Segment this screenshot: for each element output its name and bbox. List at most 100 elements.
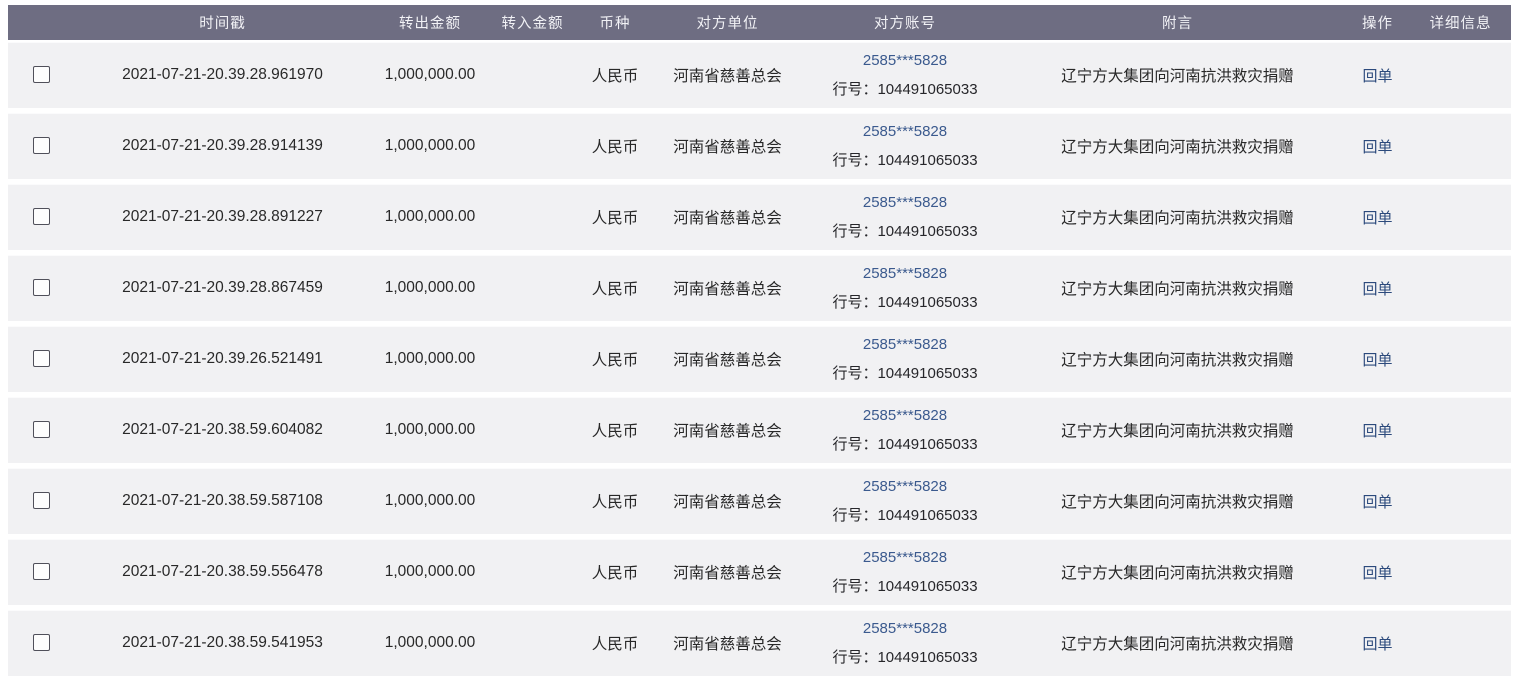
account-cell: 2585***5828 行号：104491065033 <box>800 620 1010 667</box>
table-body: 2021-07-21-20.39.28.961970 1,000,000.00 … <box>8 42 1511 676</box>
bank-number-line: 行号：104491065033 <box>832 506 978 524</box>
timestamp-cell: 2021-07-21-20.38.59.587108 <box>122 492 323 509</box>
action-cell: 回单 <box>1345 562 1410 583</box>
counterparty-cell: 河南省慈善总会 <box>673 210 782 227</box>
bank-number-line: 行号：104491065033 <box>832 364 978 382</box>
header-action: 操作 <box>1362 16 1393 32</box>
row-checkbox[interactable] <box>33 137 50 155</box>
account-masked-number: 2585***5828 <box>862 406 948 424</box>
receipt-link[interactable]: 回单 <box>1362 422 1393 440</box>
table-row: 2021-07-21-20.38.59.604082 1,000,000.00 … <box>8 397 1511 463</box>
memo-cell: 辽宁方大集团向河南抗洪救灾捐赠 <box>1061 352 1294 369</box>
header-account: 对方账号 <box>874 16 936 32</box>
checkbox-cell <box>8 563 75 581</box>
memo-cell: 辽宁方大集团向河南抗洪救灾捐赠 <box>1061 565 1294 582</box>
checkbox-cell <box>8 208 75 226</box>
memo-cell: 辽宁方大集团向河南抗洪救灾捐赠 <box>1061 68 1294 85</box>
row-checkbox[interactable] <box>33 208 50 226</box>
row-checkbox[interactable] <box>33 492 50 510</box>
amount-out-cell: 1,000,000.00 <box>384 66 476 83</box>
amount-out-cell: 1,000,000.00 <box>384 563 476 580</box>
timestamp-cell: 2021-07-21-20.39.28.961970 <box>122 66 323 83</box>
account-masked-number: 2585***5828 <box>862 477 948 495</box>
memo-cell: 辽宁方大集团向河南抗洪救灾捐赠 <box>1061 210 1294 227</box>
amount-out-cell: 1,000,000.00 <box>384 208 476 225</box>
amount-out-cell: 1,000,000.00 <box>384 137 476 154</box>
bank-number-line: 行号：104491065033 <box>832 435 978 453</box>
transactions-table: 时间戳 转出金额 转入金额 币种 对方单位 对方账号 附言 操作 详细信息 20… <box>8 5 1511 681</box>
account-cell: 2585***5828 行号：104491065033 <box>800 123 1010 170</box>
currency-cell: 人民币 <box>591 423 639 440</box>
checkbox-cell <box>8 279 75 297</box>
amount-out-cell: 1,000,000.00 <box>384 350 476 367</box>
action-cell: 回单 <box>1345 349 1410 370</box>
bank-number-line: 行号：104491065033 <box>832 293 978 311</box>
account-cell: 2585***5828 行号：104491065033 <box>800 194 1010 241</box>
currency-cell: 人民币 <box>591 210 639 227</box>
receipt-link[interactable]: 回单 <box>1362 493 1393 511</box>
receipt-link[interactable]: 回单 <box>1362 138 1393 156</box>
amount-out-cell: 1,000,000.00 <box>384 634 476 651</box>
timestamp-cell: 2021-07-21-20.38.59.541953 <box>122 634 323 651</box>
action-cell: 回单 <box>1345 420 1410 441</box>
row-checkbox[interactable] <box>33 421 50 439</box>
action-cell: 回单 <box>1345 633 1410 654</box>
currency-cell: 人民币 <box>591 565 639 582</box>
account-masked-number: 2585***5828 <box>862 264 948 282</box>
row-checkbox[interactable] <box>33 563 50 581</box>
receipt-link[interactable]: 回单 <box>1362 280 1393 298</box>
checkbox-cell <box>8 634 75 652</box>
currency-cell: 人民币 <box>591 139 639 156</box>
table-row: 2021-07-21-20.39.28.891227 1,000,000.00 … <box>8 184 1511 250</box>
currency-cell: 人民币 <box>591 68 639 85</box>
header-amount-out: 转出金额 <box>399 16 461 32</box>
action-cell: 回单 <box>1345 136 1410 157</box>
header-memo: 附言 <box>1162 16 1193 32</box>
counterparty-cell: 河南省慈善总会 <box>673 352 782 369</box>
timestamp-cell: 2021-07-21-20.39.28.914139 <box>122 137 323 154</box>
header-amount-in: 转入金额 <box>501 16 564 32</box>
row-checkbox[interactable] <box>33 279 50 297</box>
table-row: 2021-07-21-20.38.59.556478 1,000,000.00 … <box>8 539 1511 605</box>
account-masked-number: 2585***5828 <box>862 619 948 637</box>
receipt-link[interactable]: 回单 <box>1362 209 1393 227</box>
timestamp-cell: 2021-07-21-20.38.59.556478 <box>122 563 323 580</box>
currency-cell: 人民币 <box>591 494 639 511</box>
table-row: 2021-07-21-20.39.28.914139 1,000,000.00 … <box>8 113 1511 179</box>
receipt-link[interactable]: 回单 <box>1362 67 1393 85</box>
receipt-link[interactable]: 回单 <box>1362 564 1393 582</box>
action-cell: 回单 <box>1345 491 1410 512</box>
amount-out-cell: 1,000,000.00 <box>384 421 476 438</box>
row-checkbox[interactable] <box>33 66 50 84</box>
row-checkbox[interactable] <box>33 634 50 652</box>
account-cell: 2585***5828 行号：104491065033 <box>800 549 1010 596</box>
account-cell: 2585***5828 行号：104491065033 <box>800 265 1010 312</box>
row-checkbox[interactable] <box>33 350 50 368</box>
table-row: 2021-07-21-20.39.26.521491 1,000,000.00 … <box>8 326 1511 392</box>
receipt-link[interactable]: 回单 <box>1362 351 1393 369</box>
header-currency: 币种 <box>599 16 631 32</box>
table-row: 2021-07-21-20.39.28.961970 1,000,000.00 … <box>8 42 1511 108</box>
memo-cell: 辽宁方大集团向河南抗洪救灾捐赠 <box>1061 423 1294 440</box>
bank-number-line: 行号：104491065033 <box>832 648 978 666</box>
currency-cell: 人民币 <box>591 281 639 298</box>
timestamp-cell: 2021-07-21-20.39.26.521491 <box>122 350 323 367</box>
header-timestamp: 时间戳 <box>199 16 246 32</box>
receipt-link[interactable]: 回单 <box>1362 635 1393 653</box>
checkbox-cell <box>8 350 75 368</box>
timestamp-cell: 2021-07-21-20.39.28.891227 <box>122 208 323 225</box>
account-cell: 2585***5828 行号：104491065033 <box>800 478 1010 525</box>
counterparty-cell: 河南省慈善总会 <box>673 68 782 85</box>
checkbox-cell <box>8 492 75 510</box>
counterparty-cell: 河南省慈善总会 <box>673 494 782 511</box>
bank-number-line: 行号：104491065033 <box>832 222 978 240</box>
action-cell: 回单 <box>1345 207 1410 228</box>
counterparty-cell: 河南省慈善总会 <box>673 636 782 653</box>
account-masked-number: 2585***5828 <box>862 122 948 140</box>
counterparty-cell: 河南省慈善总会 <box>673 423 782 440</box>
amount-out-cell: 1,000,000.00 <box>384 279 476 296</box>
checkbox-cell <box>8 137 75 155</box>
memo-cell: 辽宁方大集团向河南抗洪救灾捐赠 <box>1061 139 1294 156</box>
bank-number-line: 行号：104491065033 <box>832 80 978 98</box>
account-masked-number: 2585***5828 <box>862 548 948 566</box>
